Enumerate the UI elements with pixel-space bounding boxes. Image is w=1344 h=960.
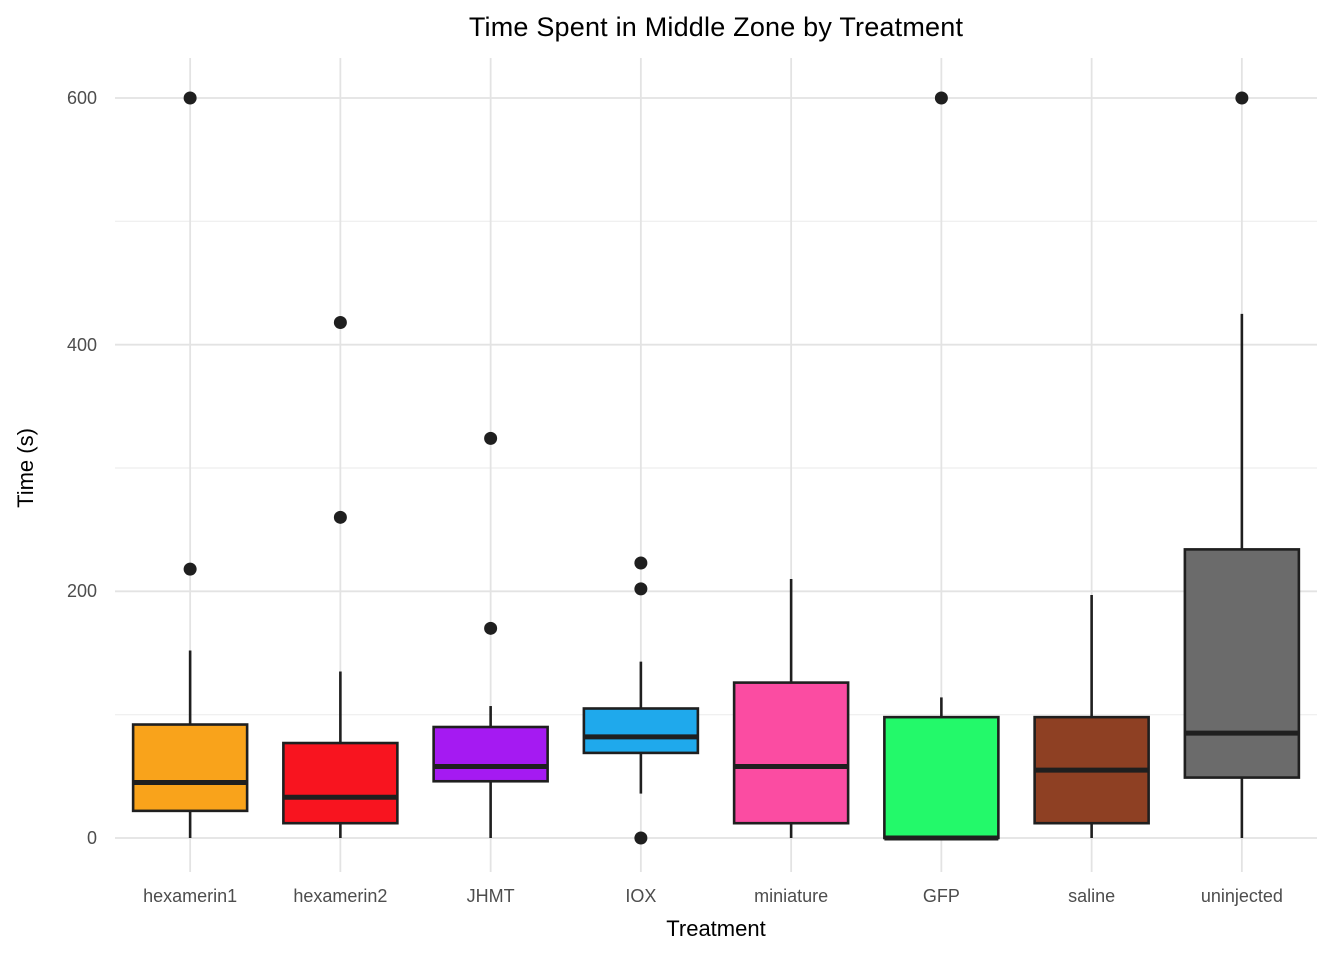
iqr-box — [432, 725, 549, 783]
outlier-point — [183, 91, 197, 105]
chart-title: Time Spent in Middle Zone by Treatment — [468, 12, 964, 42]
outlier-point — [333, 315, 347, 329]
iqr-box — [1183, 548, 1301, 779]
x-tick-label: JHMT — [466, 886, 515, 906]
outlier-point — [934, 91, 948, 105]
iqr-box — [883, 715, 1000, 840]
outlier-point — [484, 431, 498, 445]
box-uninjected — [1183, 91, 1301, 838]
box-IOX — [582, 556, 700, 845]
x-axis-title: Treatment — [666, 916, 766, 941]
iqr-box — [282, 741, 399, 825]
box-JHMT — [432, 431, 549, 838]
iqr-box — [732, 681, 850, 825]
outlier-point — [183, 562, 197, 576]
outlier-point — [634, 582, 648, 596]
x-tick-label: GFP — [922, 886, 960, 906]
iqr-box — [131, 723, 249, 813]
y-tick-label: 0 — [86, 828, 97, 848]
x-tick-label: miniature — [754, 886, 829, 906]
y-tick-label: 200 — [66, 581, 97, 602]
y-tick-label: 600 — [66, 88, 97, 108]
outlier-point — [333, 510, 347, 524]
box-saline — [1033, 595, 1150, 838]
box-miniature — [732, 579, 850, 838]
outlier-point — [634, 556, 648, 570]
outlier-point — [634, 831, 648, 845]
x-tick-label: hexamerin2 — [293, 886, 388, 906]
box-hexamerin1 — [131, 91, 249, 838]
x-tick-label: IOX — [625, 886, 657, 906]
x-tick-label: hexamerin1 — [143, 886, 238, 906]
iqr-box — [582, 707, 700, 755]
outlier-point — [1235, 91, 1249, 105]
x-tick-label: uninjected — [1200, 886, 1283, 906]
box-GFP — [883, 91, 1000, 841]
outlier-point — [484, 621, 498, 635]
box-hexamerin2 — [282, 315, 399, 838]
x-tick-label: saline — [1068, 886, 1116, 906]
y-tick-label: 400 — [66, 334, 97, 355]
